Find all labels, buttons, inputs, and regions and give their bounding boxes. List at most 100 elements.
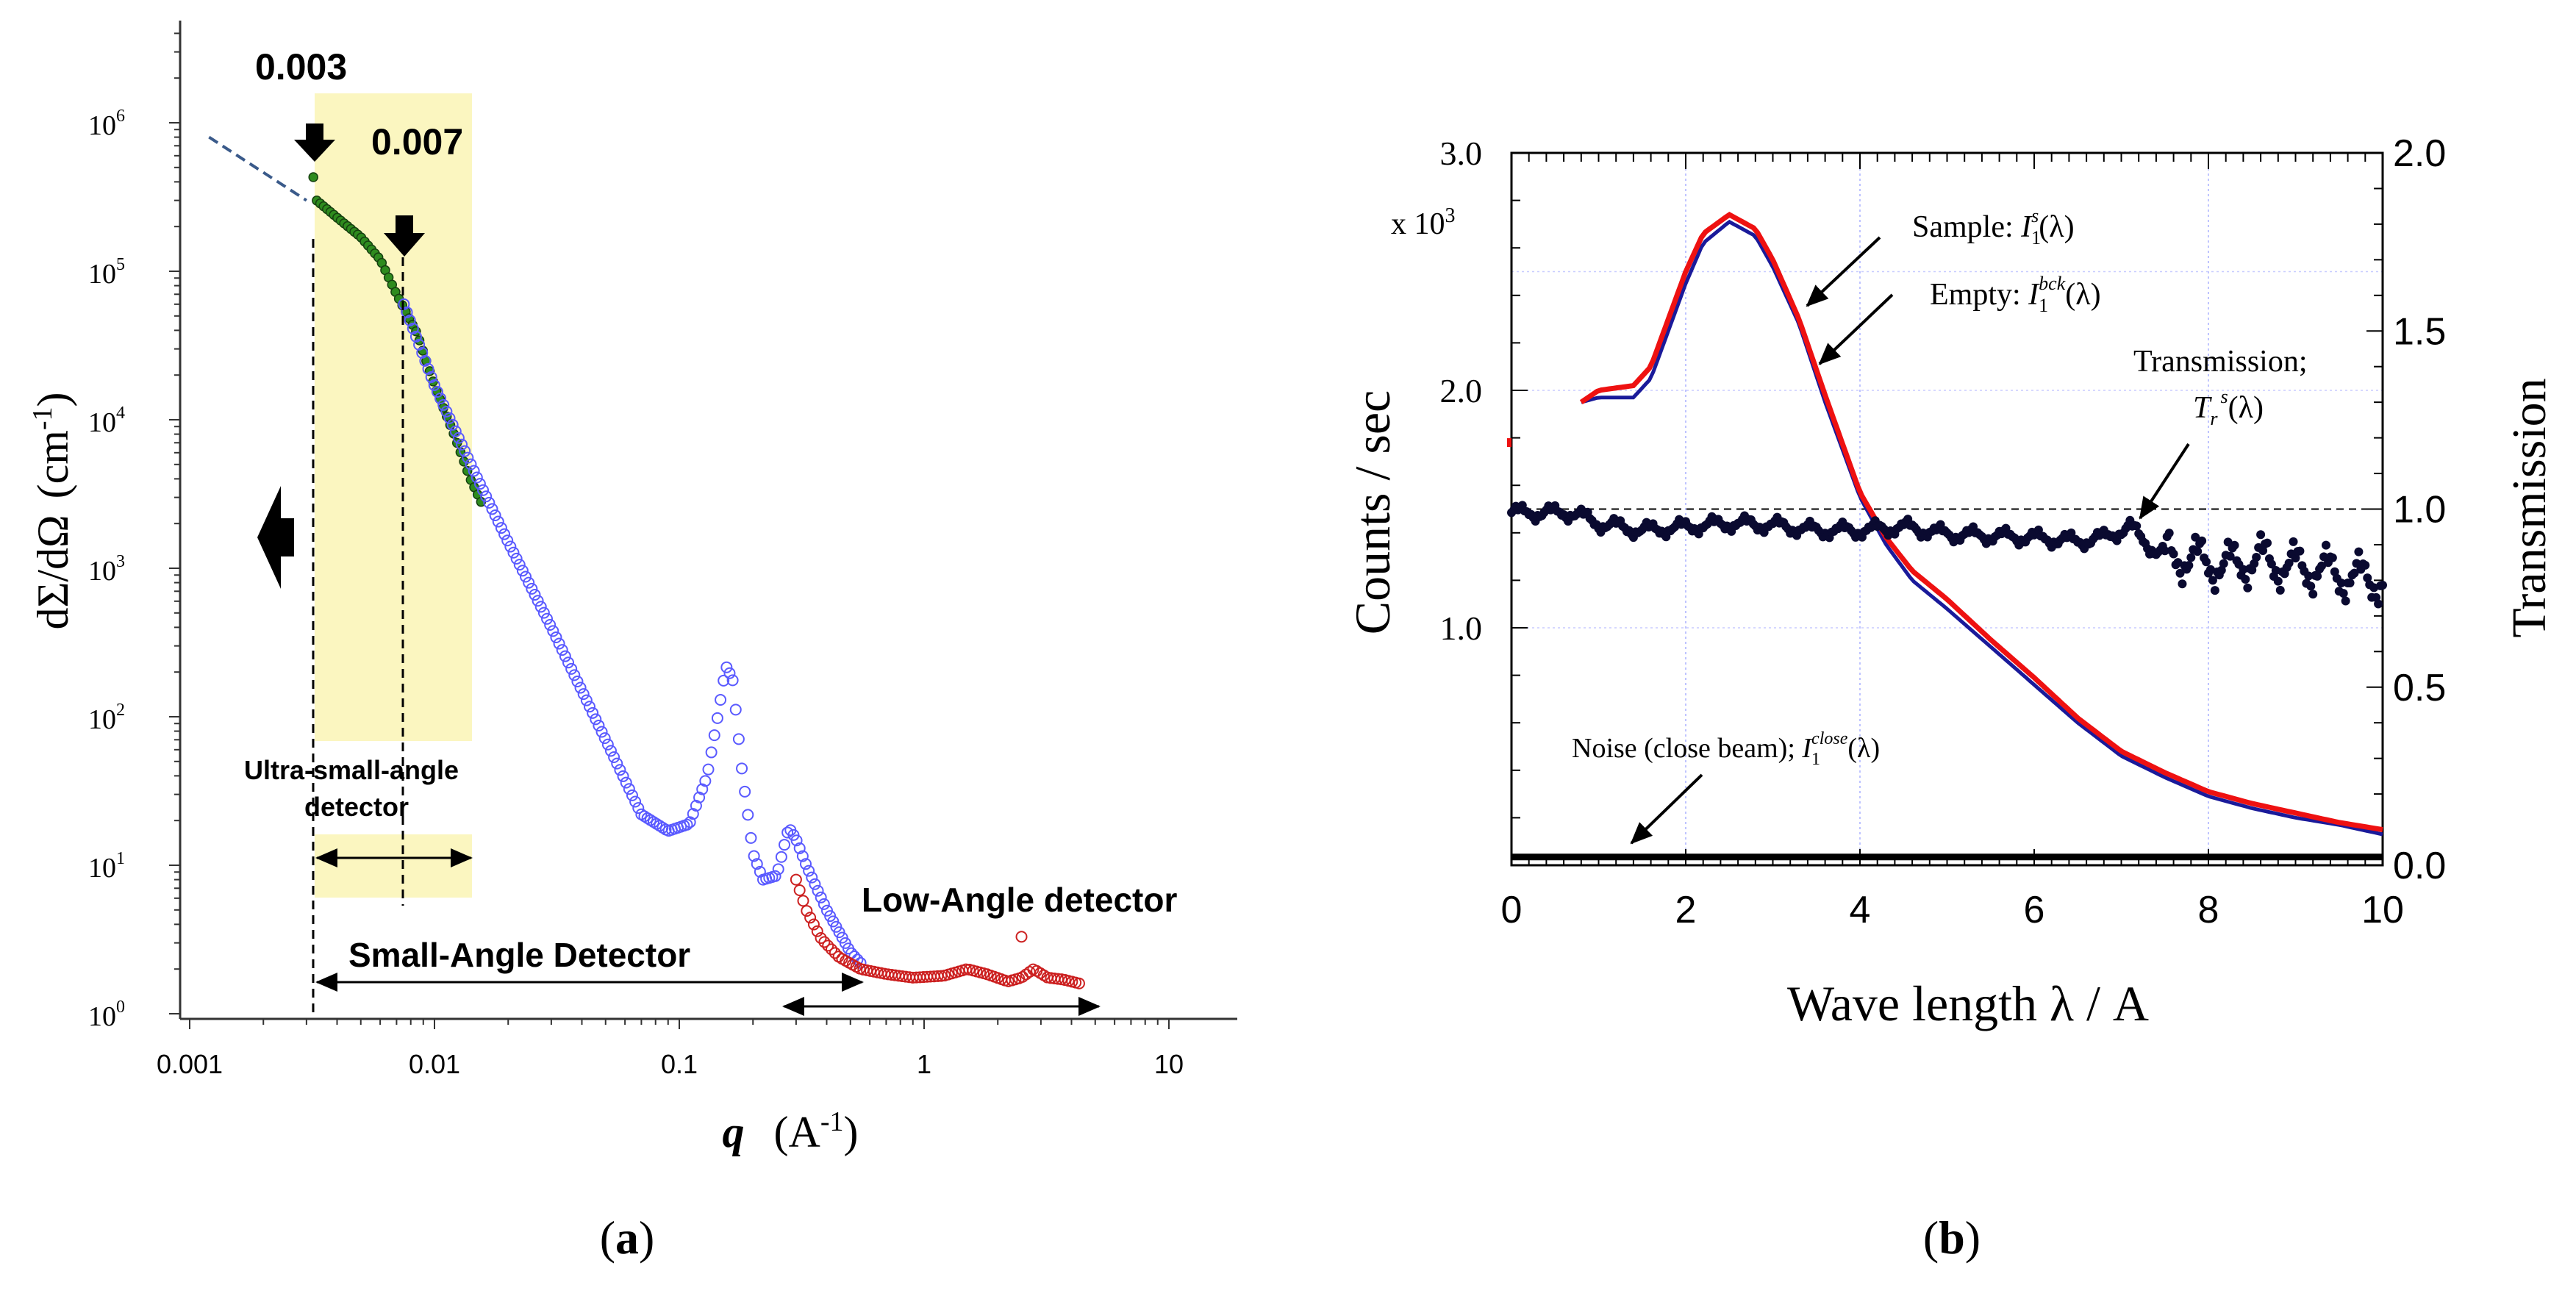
usad-label-line1: Ultra-small-angle <box>244 755 459 785</box>
small-angle-point <box>812 884 824 897</box>
small-angle-point <box>547 625 559 637</box>
transmission-point <box>2266 559 2276 569</box>
small-angle-point <box>705 746 718 759</box>
sample-offscale-point <box>1507 438 1511 448</box>
transmission-point <box>2328 553 2337 562</box>
small-angle-point <box>729 704 742 716</box>
small-angle-point <box>593 719 605 731</box>
transmission-point <box>2321 540 2330 550</box>
small-angle-point <box>526 582 538 595</box>
transmission-point <box>2202 557 2211 567</box>
empty-arrow <box>1818 293 1894 365</box>
x-axis-label: q (A-1) <box>723 1106 859 1156</box>
low-angle-point <box>793 884 806 896</box>
transmission-point <box>2350 568 2359 578</box>
y-axis-label-left: Counts / sec <box>1345 390 1400 634</box>
transmission-point <box>2339 589 2348 598</box>
transmission-point <box>2345 578 2355 587</box>
small-angle-point <box>498 528 511 540</box>
low-angle-point <box>807 918 820 931</box>
small-angle-point <box>516 565 529 577</box>
x-tick-label: 2 <box>1675 889 1697 931</box>
small-angle-point <box>471 471 483 484</box>
transmission-point <box>2275 585 2285 595</box>
x-tick-label: 8 <box>2198 889 2219 931</box>
small-angle-point <box>732 733 745 745</box>
y-tick-base: 10 <box>88 704 116 735</box>
small-angle-point <box>806 871 818 884</box>
small-angle-point <box>477 484 490 496</box>
small-angle-point <box>486 503 498 515</box>
noise-arrow <box>1630 773 1703 845</box>
transmission-point <box>2258 546 2268 556</box>
transmission-point <box>2308 590 2318 599</box>
small-angle-point <box>510 552 523 565</box>
small-angle-point <box>809 878 821 890</box>
transmission-point <box>2262 538 2272 548</box>
transmission-point <box>2225 551 2235 561</box>
small-angle-point <box>715 694 727 706</box>
small-angle-point <box>583 701 595 713</box>
small-angle-point <box>690 799 702 812</box>
small-angle-point <box>492 515 504 528</box>
y-tick-label: 102 <box>88 701 125 735</box>
y-tick-label-left: 2.0 <box>1440 372 1483 409</box>
transmission-point <box>2252 552 2261 562</box>
small-angle-point <box>537 606 550 619</box>
transmission-point <box>2175 568 2185 578</box>
transmission-point <box>2160 546 2169 556</box>
small-angle-point <box>513 559 526 571</box>
small-angle-point <box>796 850 809 862</box>
noise-label: Noise (close beam); I1close(λ) <box>1572 729 1880 769</box>
ultra-small-angle-range-region <box>315 834 472 898</box>
small-angle-point <box>556 644 568 656</box>
small-angle-point <box>532 595 544 607</box>
small-angle-point <box>720 661 733 673</box>
small-angle-point <box>559 650 571 662</box>
small-angle-point <box>790 834 803 847</box>
low-angle-point <box>1015 931 1028 943</box>
y-tick-label: 100 <box>88 998 125 1032</box>
transmission-point <box>2197 536 2207 545</box>
small-angle-point <box>468 465 480 477</box>
small-angle-point <box>544 618 557 631</box>
small-angle-point <box>590 713 602 726</box>
transmission-point <box>2217 565 2226 575</box>
small-angle-point <box>629 795 642 808</box>
transmission-point <box>2306 581 2316 591</box>
x-tick-label: 10 <box>1154 1049 1184 1079</box>
small-angle-point <box>611 757 623 770</box>
small-angle-point <box>574 681 587 694</box>
q1-label: 0.003 <box>255 46 347 87</box>
small-angle-point <box>617 770 629 782</box>
transmission-point <box>2289 537 2298 546</box>
transmission-point <box>2186 553 2196 562</box>
small-angle-point <box>748 850 760 862</box>
transmission-point <box>2184 561 2194 570</box>
low-angle-point <box>829 947 841 959</box>
small-angle-point <box>413 338 426 351</box>
small-angle-point <box>598 732 611 745</box>
transmission-arrow <box>2139 443 2190 520</box>
y-tick-exponent: 1 <box>116 849 125 868</box>
low-angle-point <box>804 912 817 924</box>
y-tick-label-right: 0.5 <box>2393 667 2446 709</box>
panel-b-caption: (b) <box>1923 1211 1981 1264</box>
small-angle-point <box>446 418 459 431</box>
small-angle-point <box>507 546 520 559</box>
low-angle-point <box>790 873 802 886</box>
small-angle-point <box>401 306 413 318</box>
transmission-label-line1: Transmission; <box>2133 345 2308 379</box>
small-angle-point <box>608 751 620 764</box>
x-tick-label: 0.01 <box>409 1049 460 1079</box>
sample-arrow <box>1806 236 1881 307</box>
transmission-point <box>2241 575 2250 584</box>
y-tick-exponent: 5 <box>116 255 125 274</box>
empty-label: Empty: I1bck(λ) <box>1930 273 2101 316</box>
down-arrow-icon <box>294 124 335 162</box>
y-axis-label-right: Transmission <box>2502 378 2556 637</box>
small-angle-point <box>523 576 535 589</box>
small-angle-point <box>580 694 593 706</box>
y-tick-base: 10 <box>88 259 116 290</box>
